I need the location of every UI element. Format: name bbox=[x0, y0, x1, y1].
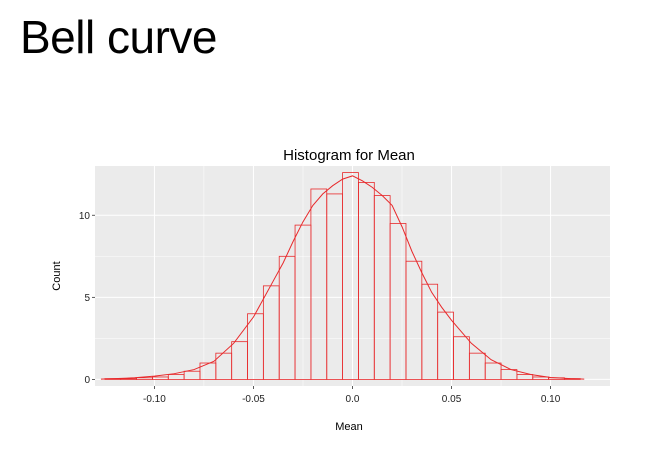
slide-title: Bell curve bbox=[20, 11, 217, 63]
density-curve bbox=[100, 175, 585, 380]
chart-title: Histogram for Mean bbox=[283, 147, 415, 164]
y-tick-label: 10 bbox=[79, 211, 91, 222]
x-axis: -0.10 -0.05 0.0 0.05 0.10 bbox=[143, 386, 561, 405]
x-tick-label: -0.10 bbox=[143, 394, 166, 405]
y-tick-label: 0 bbox=[84, 375, 90, 386]
y-axis-title: Count bbox=[51, 261, 63, 290]
x-tick-label: 0.05 bbox=[442, 394, 462, 405]
x-tick-label: 0.10 bbox=[541, 394, 561, 405]
y-axis: 0 5 10 bbox=[79, 211, 95, 386]
x-axis-title: Mean bbox=[335, 421, 363, 433]
x-tick-label: 0.0 bbox=[346, 394, 360, 405]
bars-layer bbox=[104, 172, 581, 380]
x-tick-label: -0.05 bbox=[242, 394, 265, 405]
y-tick-label: 5 bbox=[84, 293, 90, 304]
